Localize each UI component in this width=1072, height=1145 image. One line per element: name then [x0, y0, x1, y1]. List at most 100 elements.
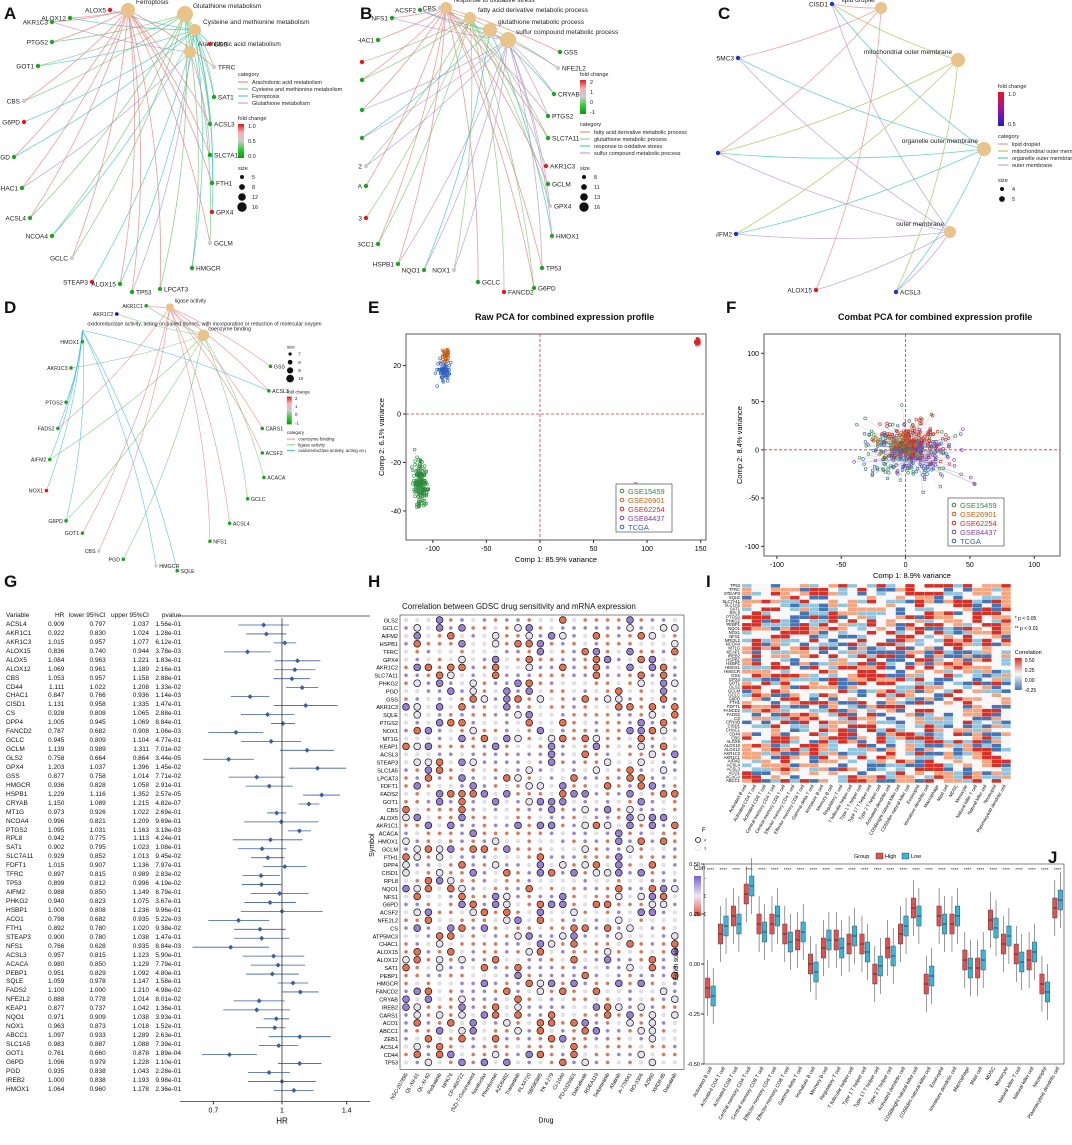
dot-cell	[493, 807, 498, 812]
dot-cell	[549, 618, 554, 622]
heat-cell	[885, 583, 896, 589]
heat-cell	[799, 618, 810, 624]
cox-cell: 1.020	[132, 924, 149, 932]
dot-cell	[648, 1019, 657, 1027]
dot-cell	[583, 681, 588, 686]
pca-ray	[893, 449, 906, 459]
heat-cell	[943, 603, 954, 608]
heat-cell	[866, 603, 877, 608]
forest-xlabel: HR	[276, 1116, 288, 1125]
heat-cell	[962, 626, 973, 631]
dot-cell	[504, 807, 509, 812]
dot-cell	[426, 807, 431, 812]
dot-cell	[514, 1011, 522, 1019]
heat-cell	[914, 595, 925, 600]
heat-cell	[789, 599, 800, 604]
cnet-edge	[895, 231, 951, 293]
dot-cell	[448, 831, 453, 836]
cox-cell: 0.988	[48, 889, 65, 897]
dot-cell	[560, 1028, 565, 1033]
dot-cell	[437, 997, 442, 1002]
heat-cell	[962, 599, 973, 604]
cox-row: CHAC1 0.847 0.766 0.936 1.14e-03	[6, 692, 181, 701]
dot-cell	[560, 957, 565, 962]
dot-cell	[516, 957, 520, 962]
dot-cell	[583, 1005, 588, 1010]
cox-cell: TP53	[6, 880, 22, 888]
heat-cell	[914, 615, 925, 620]
dot-cell	[482, 625, 487, 630]
pca-point	[901, 429, 906, 433]
heat-cell	[780, 583, 791, 589]
dot-cell	[435, 1050, 444, 1059]
dot-cell	[672, 697, 677, 701]
dot-cell	[527, 673, 532, 678]
gene-label: GCLC	[251, 497, 266, 503]
heat-cell	[876, 618, 887, 624]
panel-label-h: H	[368, 572, 381, 591]
heat-cell	[818, 615, 829, 620]
dot-cell	[482, 941, 487, 946]
gene-label: CRYAB	[558, 92, 580, 99]
dot-cell	[637, 734, 645, 743]
heat-cell	[1001, 650, 1011, 655]
dot-cell	[616, 910, 621, 915]
heat-cell	[837, 595, 848, 600]
dot-cell	[471, 878, 476, 883]
gene-label: ATP5MC3	[716, 56, 734, 63]
pca-point	[870, 472, 875, 476]
pca-point	[899, 454, 904, 458]
cox-cell: 1.236	[132, 906, 149, 914]
legend-size-dot	[237, 202, 247, 212]
dot-cell	[605, 736, 610, 741]
dot-cell	[493, 965, 498, 970]
heat-cell	[924, 607, 935, 612]
heat-cell	[799, 654, 810, 659]
heat-cell	[780, 599, 791, 604]
gene-label: CBS	[85, 549, 96, 555]
dot-colorbar-tick: 0.5	[704, 912, 706, 918]
cox-cell: 1.129	[132, 960, 149, 968]
gene-node	[207, 41, 213, 47]
dot-cell	[437, 839, 442, 844]
dot-cell	[639, 941, 644, 946]
term-node	[977, 142, 991, 156]
legend-tick: 2	[295, 396, 298, 401]
cox-cell: 0.877	[48, 772, 65, 780]
heat-cell	[857, 599, 867, 604]
pca-ray	[908, 446, 912, 449]
dot-cell	[482, 1005, 487, 1010]
dot-gene-label: ACSL4	[380, 1045, 398, 1051]
dot-cell	[437, 1036, 442, 1041]
heat-cell	[828, 591, 839, 596]
heat-cell	[972, 583, 983, 589]
gene-label: PGD	[109, 557, 121, 563]
dot-cell	[516, 760, 520, 765]
dot-cell	[628, 878, 632, 883]
dot-cell	[516, 649, 520, 654]
dot-cell	[426, 673, 431, 678]
gene-label: FTH1	[216, 181, 233, 188]
dot-cell	[572, 1036, 576, 1041]
pca-point	[953, 434, 957, 438]
pca-ray	[419, 481, 422, 484]
dot-cell	[594, 997, 599, 1002]
heat-cell	[991, 646, 1002, 651]
dot-cell	[560, 689, 565, 694]
legend-item: sulfur compound metabolic process	[594, 151, 681, 157]
gene-label: AIFM2	[31, 458, 47, 464]
pca-ray	[911, 441, 938, 446]
legend-tick: -1	[590, 110, 595, 116]
heat-cell	[789, 650, 800, 655]
heat-cell	[962, 634, 973, 639]
heat-cell	[876, 607, 887, 612]
heat-cell	[991, 654, 1002, 659]
dot-cell	[404, 657, 408, 662]
heat-cell	[895, 657, 906, 663]
cox-cell: GSS	[6, 772, 20, 780]
dot-cell	[672, 918, 677, 923]
dot-cell	[516, 847, 520, 852]
dot-cell	[616, 823, 621, 828]
heat-cell	[751, 657, 762, 663]
forest-point	[303, 703, 309, 709]
